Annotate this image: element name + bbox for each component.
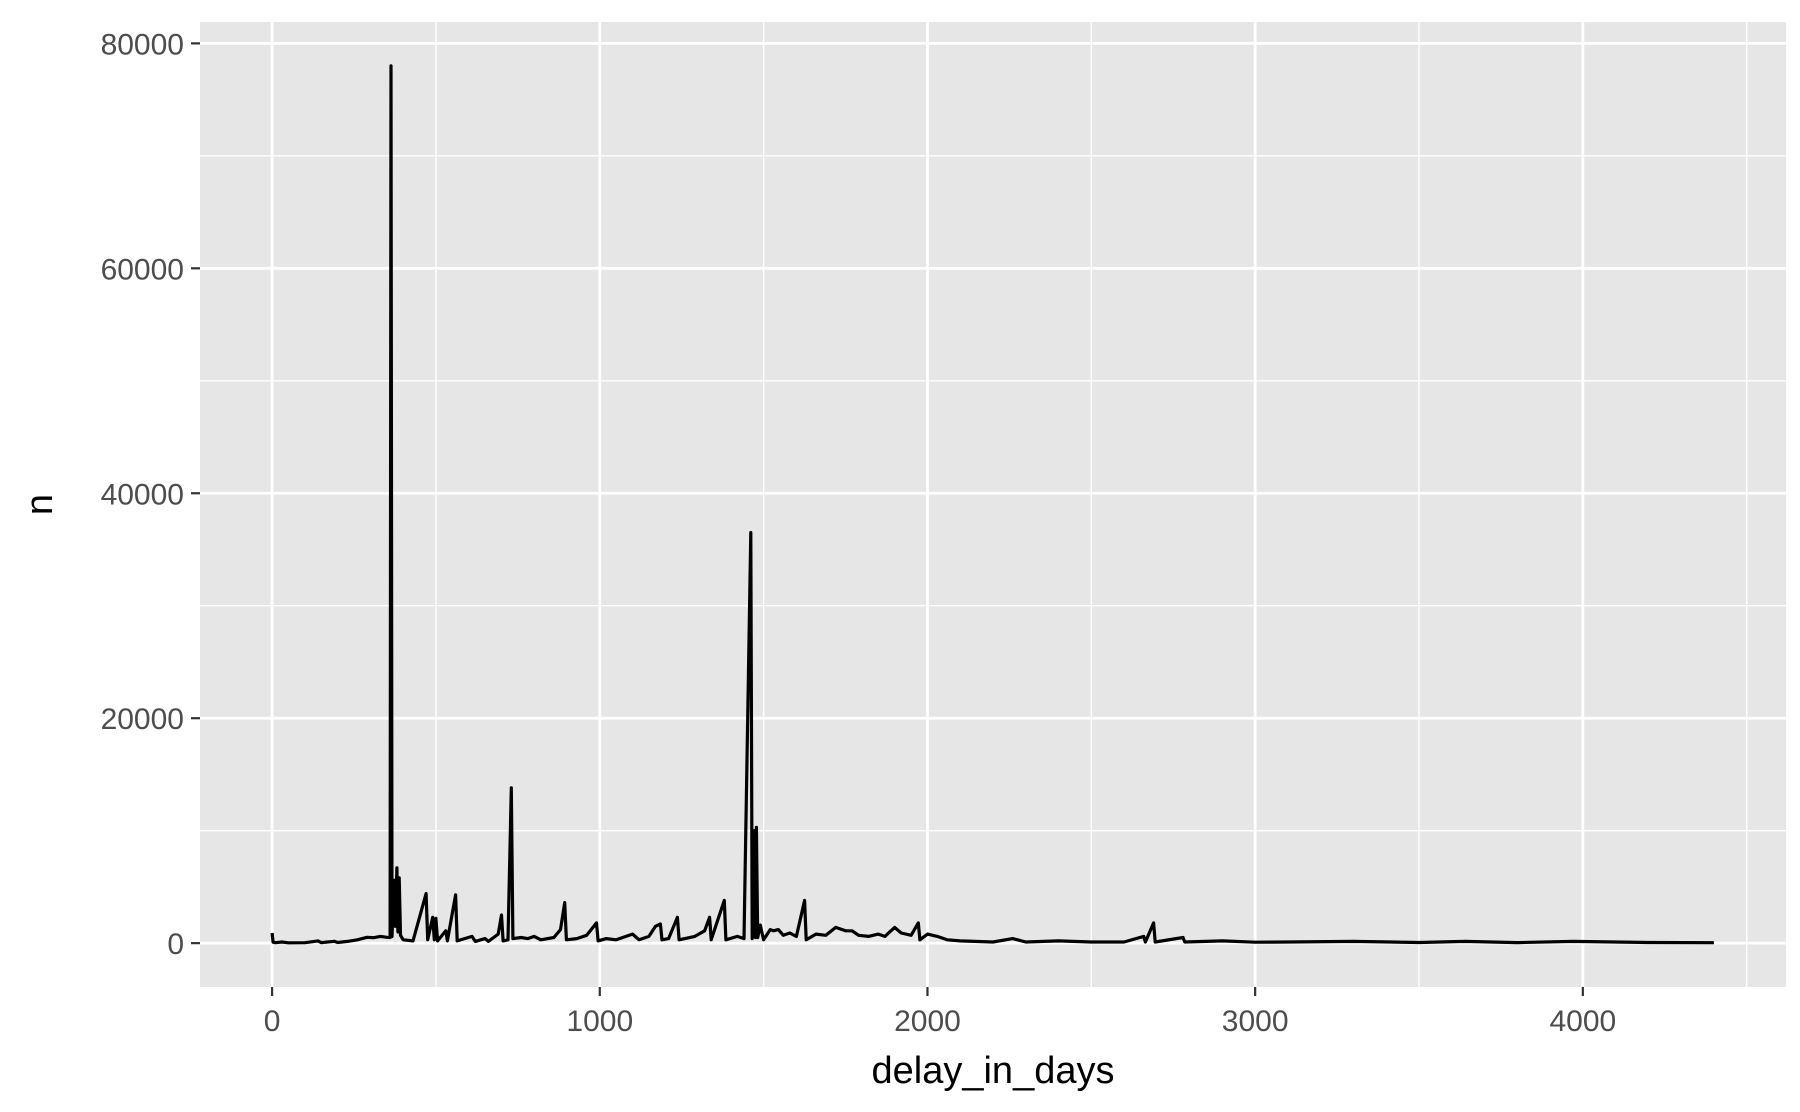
series-line xyxy=(270,64,1714,945)
x-axis-ticks: 0 1000 2000 3000 4000 xyxy=(264,987,1616,1038)
x-tick-label: 1000 xyxy=(566,1005,633,1038)
y-axis-title: n xyxy=(19,494,61,515)
plot-panel xyxy=(200,22,1786,987)
y-axis-ticks: 0 20000 40000 60000 80000 xyxy=(101,28,200,961)
minor-gridlines xyxy=(200,22,1786,987)
x-axis-title: delay_in_days xyxy=(872,1050,1115,1092)
x-tick-label: 4000 xyxy=(1549,1005,1616,1038)
x-tick-label: 0 xyxy=(264,1005,281,1038)
major-gridlines xyxy=(200,22,1786,987)
x-tick-label: 3000 xyxy=(1222,1005,1289,1038)
y-tick-label: 80000 xyxy=(101,28,184,61)
x-tick-label: 2000 xyxy=(894,1005,961,1038)
y-tick-label: 40000 xyxy=(101,478,184,511)
y-tick-label: 60000 xyxy=(101,253,184,286)
y-tick-label: 20000 xyxy=(101,703,184,736)
y-tick-label: 0 xyxy=(167,928,184,961)
